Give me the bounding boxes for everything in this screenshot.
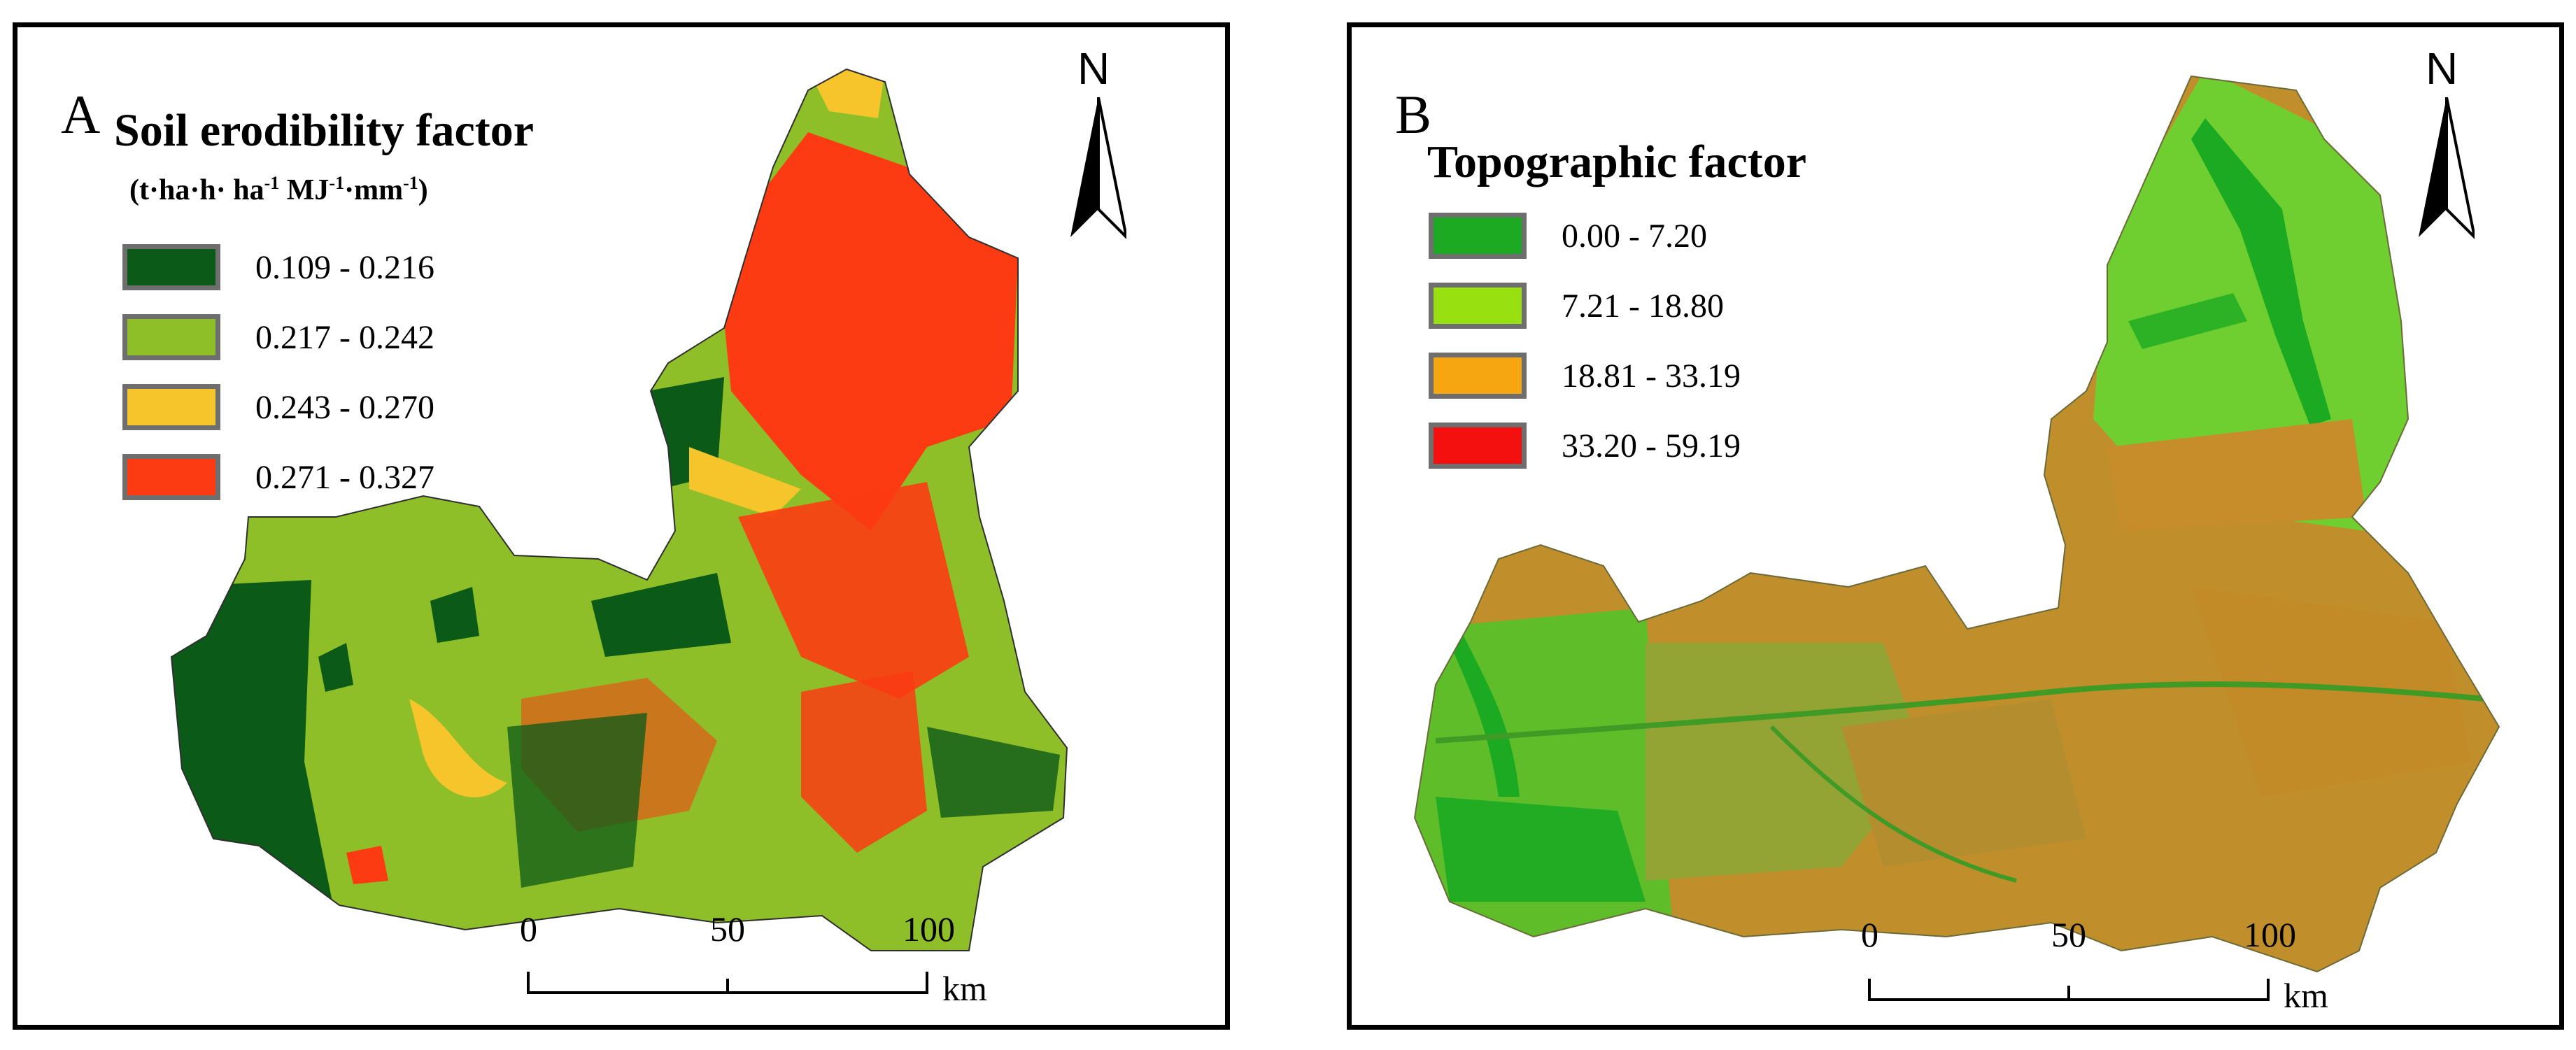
legend-item: 0.109 - 0.216 [122,244,556,303]
north-letter: N [1077,43,1110,94]
scale-unit: km [2284,976,2328,1015]
legend-swatch [122,454,220,500]
legend-item: 0.271 - 0.327 [122,454,556,513]
scale-unit: km [942,969,987,1008]
legend-item: 7.21 - 18.80 [1429,283,1862,341]
north-letter: N [2426,43,2458,94]
north-arrow-icon [1070,97,1126,239]
scale-tick-100: 100 [2244,915,2296,954]
map-title: Topographic factor [1427,136,1807,187]
legend-swatch [1429,423,1527,469]
scale-tick-100: 100 [903,909,955,949]
legend-swatch [122,384,220,430]
legend-item: 0.00 - 7.20 [1429,213,1862,271]
unit-label: (t·ha·h· ha-1 MJ-1·mm-1) [129,173,428,206]
panel-letter: A [61,84,101,145]
watershed-boundary [170,68,1068,951]
north-arrow-icon [2419,97,2475,239]
legend-swatch [1429,353,1527,399]
legend-label: 0.00 - 7.20 [1562,218,1707,255]
legend-item: 0.243 - 0.270 [122,384,556,443]
legend-label: 0.243 - 0.270 [255,389,434,426]
map-title: Soil erodibility factor [114,105,535,156]
scale-tick-0: 0 [520,909,537,949]
legend-label: 0.217 - 0.242 [255,319,434,356]
scale-bar [527,972,928,994]
legend-item: 18.81 - 33.19 [1429,353,1862,411]
scale-bar [1868,979,2270,1001]
map-panel-topographic: B Topographic factor 0.00 - 7.20 7.21 - … [1347,22,2564,1030]
panel-letter: B [1395,84,1432,145]
legend-item: 33.20 - 59.19 [1429,423,1862,481]
topographic-map [1413,75,2500,1001]
legend-label: 0.271 - 0.327 [255,459,434,496]
soil-erodibility-map [170,68,1068,994]
scale-tick-50: 50 [710,909,745,949]
map-panel-soil-erodibility: A Soil erodibility factor (t·ha·h· ha-1 … [13,22,1230,1030]
legend-label: 0.109 - 0.216 [255,249,434,286]
scale-tick-50: 50 [2051,915,2086,954]
scale-tick-0: 0 [1861,915,1878,954]
watershed-boundary [1413,75,2500,973]
legend-swatch [122,314,220,360]
topographic-raster [1415,76,2499,972]
legend-label: 33.20 - 59.19 [1562,427,1741,464]
legend-label: 18.81 - 33.19 [1562,357,1741,395]
legend-item: 0.217 - 0.242 [122,314,556,373]
legend-swatch [1429,213,1527,259]
legend-swatch [122,244,220,290]
legend-swatch [1429,283,1527,329]
legend-label: 7.21 - 18.80 [1562,288,1724,325]
